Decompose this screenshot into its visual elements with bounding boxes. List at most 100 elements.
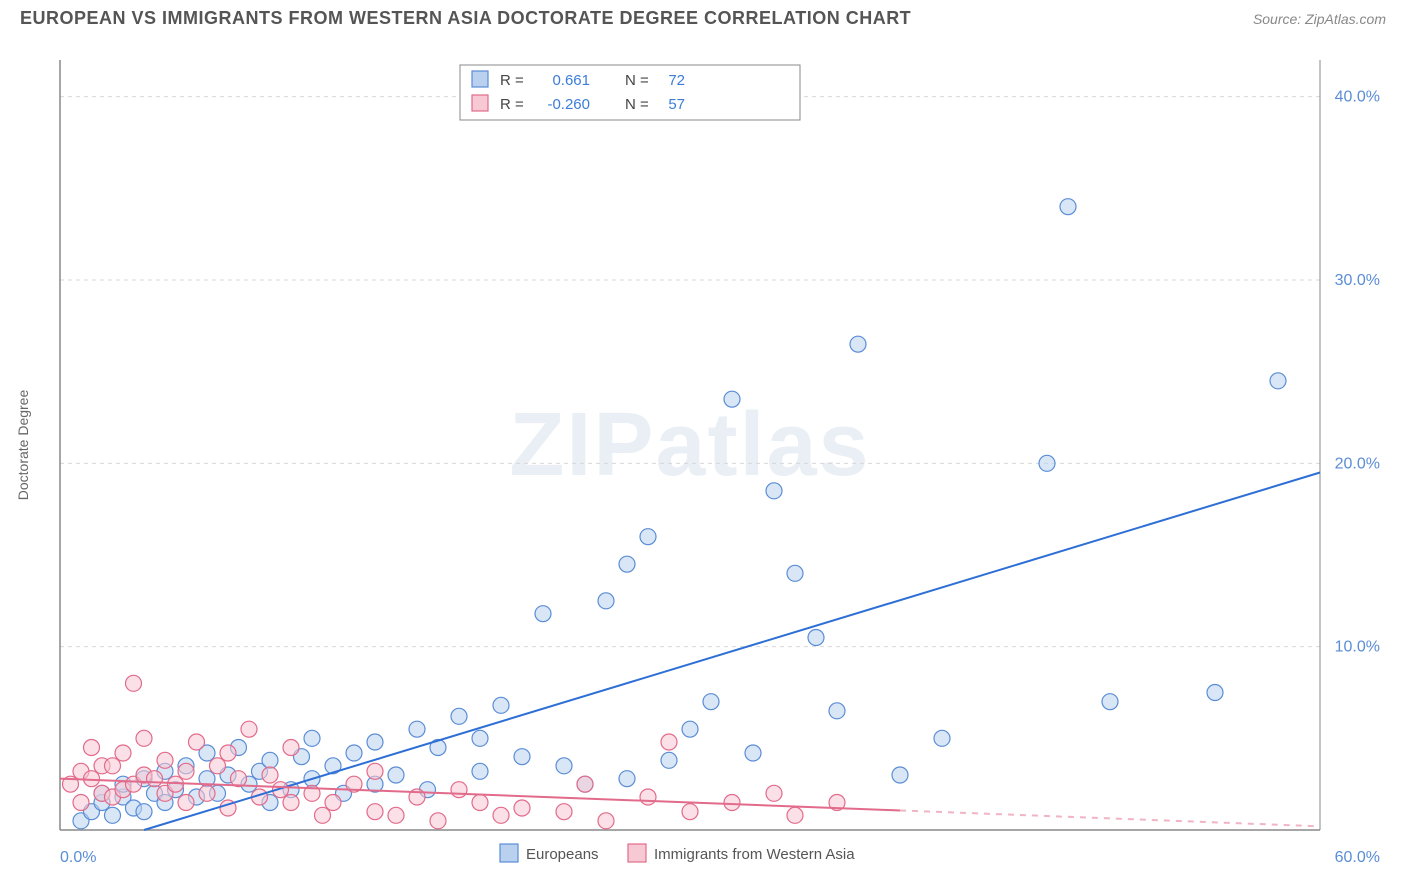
data-point (724, 795, 740, 811)
data-point (1207, 685, 1223, 701)
data-point (262, 767, 278, 783)
data-point (682, 804, 698, 820)
data-point (514, 749, 530, 765)
data-point (766, 483, 782, 499)
data-point (892, 767, 908, 783)
source-label: Source: ZipAtlas.com (1253, 11, 1386, 27)
data-point (724, 391, 740, 407)
y-axis-label: Doctorate Degree (15, 390, 31, 501)
data-point (661, 734, 677, 750)
data-point (1102, 694, 1118, 710)
data-point (745, 745, 761, 761)
n-value: 72 (668, 72, 685, 89)
x-tick-label: 60.0% (1335, 849, 1380, 866)
trend-line-extrapolated (900, 810, 1320, 826)
data-point (388, 767, 404, 783)
data-point (157, 752, 173, 768)
data-point (388, 807, 404, 823)
data-point (220, 745, 236, 761)
data-point (472, 763, 488, 779)
data-point (367, 763, 383, 779)
data-point (283, 795, 299, 811)
data-point (178, 795, 194, 811)
data-point (619, 556, 635, 572)
legend-label: Europeans (526, 846, 599, 863)
data-point (73, 795, 89, 811)
chart-title: EUROPEAN VS IMMIGRANTS FROM WESTERN ASIA… (20, 8, 911, 29)
data-point (640, 789, 656, 805)
data-point (787, 565, 803, 581)
data-point (598, 813, 614, 829)
data-point (126, 675, 142, 691)
r-label: R = (500, 72, 524, 89)
data-point (1060, 199, 1076, 215)
data-point (315, 807, 331, 823)
data-point (619, 771, 635, 787)
x-tick-label: 0.0% (60, 849, 96, 866)
data-point (598, 593, 614, 609)
data-point (514, 800, 530, 816)
data-point (640, 529, 656, 545)
y-tick-label: 10.0% (1335, 639, 1380, 656)
data-point (346, 745, 362, 761)
data-point (766, 785, 782, 801)
data-point (682, 721, 698, 737)
watermark: ZIPatlas (509, 395, 870, 495)
legend-swatch (628, 844, 646, 862)
data-point (136, 730, 152, 746)
data-point (934, 730, 950, 746)
r-value: 0.661 (552, 72, 590, 89)
data-point (210, 758, 226, 774)
data-point (556, 758, 572, 774)
data-point (493, 697, 509, 713)
data-point (262, 752, 278, 768)
y-tick-label: 30.0% (1335, 272, 1380, 289)
data-point (199, 785, 215, 801)
data-point (325, 795, 341, 811)
data-point (147, 771, 163, 787)
trend-line (144, 473, 1320, 831)
data-point (535, 606, 551, 622)
data-point (577, 776, 593, 792)
data-point (850, 336, 866, 352)
data-point (409, 721, 425, 737)
data-point (304, 730, 320, 746)
n-label: N = (625, 72, 649, 89)
data-point (556, 804, 572, 820)
data-point (241, 721, 257, 737)
data-point (84, 740, 100, 756)
data-point (430, 813, 446, 829)
n-label: N = (625, 96, 649, 113)
y-tick-label: 20.0% (1335, 455, 1380, 472)
data-point (703, 694, 719, 710)
data-point (787, 807, 803, 823)
data-point (451, 708, 467, 724)
data-point (1270, 373, 1286, 389)
data-point (178, 763, 194, 779)
data-point (1039, 455, 1055, 471)
correlation-chart: ZIPatlas 10.0% 20.0% 30.0% 40.0% 0.0% 60.0% Doc… (10, 40, 1396, 882)
data-point (105, 758, 121, 774)
data-point (136, 804, 152, 820)
data-point (451, 782, 467, 798)
legend-label: Immigrants from Western Asia (654, 846, 855, 863)
data-point (661, 752, 677, 768)
data-point (189, 734, 205, 750)
data-point (472, 795, 488, 811)
legend-swatch (500, 844, 518, 862)
y-tick-label: 40.0% (1335, 89, 1380, 106)
n-value: 57 (668, 96, 685, 113)
data-point (283, 740, 299, 756)
data-point (105, 807, 121, 823)
data-point (829, 703, 845, 719)
chart-container: ZIPatlas 10.0% 20.0% 30.0% 40.0% 0.0% 60.0% Doc… (10, 40, 1396, 882)
data-point (367, 804, 383, 820)
legend-swatch (472, 95, 488, 111)
data-point (472, 730, 488, 746)
legend-swatch (472, 71, 488, 87)
data-point (115, 745, 131, 761)
r-value: -0.260 (547, 96, 590, 113)
data-point (493, 807, 509, 823)
data-point (367, 734, 383, 750)
data-point (808, 630, 824, 646)
